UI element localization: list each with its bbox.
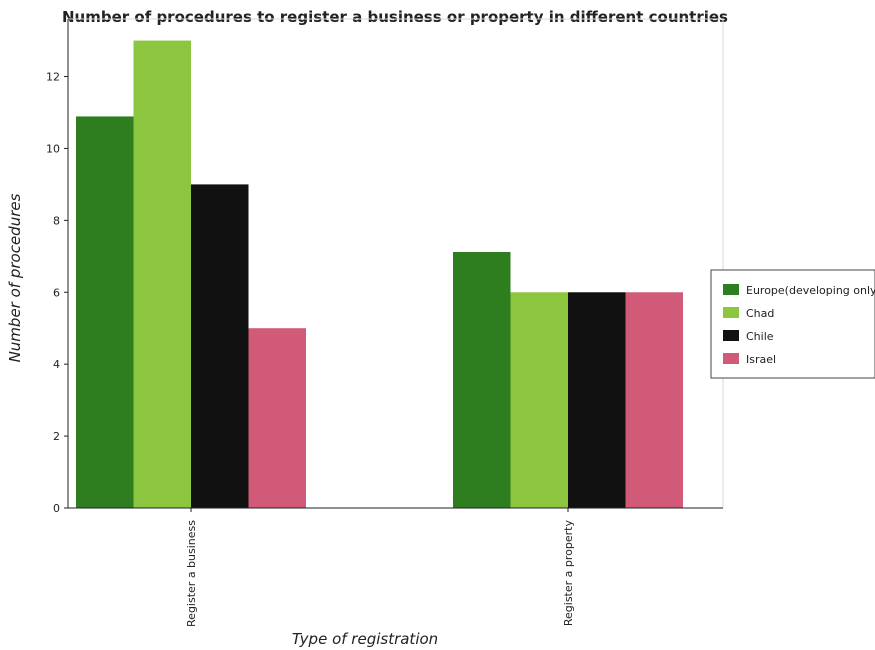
x-axis: Register a business Register a property <box>68 507 723 627</box>
bar-chile-1 <box>568 292 626 508</box>
legend-label: Chad <box>746 307 774 320</box>
legend-swatch <box>723 330 739 341</box>
y-tick-label: 6 <box>53 286 60 299</box>
bar-israel-1 <box>625 292 683 508</box>
x-axis-title: Type of registration <box>292 630 438 648</box>
legend-label: Chile <box>746 330 774 343</box>
y-tick-label: 2 <box>53 430 60 443</box>
y-axis: 0 2 4 6 8 10 12 <box>46 19 69 515</box>
y-axis-title: Number of procedures <box>6 193 24 362</box>
legend-swatch <box>723 284 739 295</box>
bar-israel-0 <box>248 328 306 508</box>
bar-europe-developing-only-0 <box>76 116 134 509</box>
y-tick-label: 8 <box>53 214 60 227</box>
bar-europe-developing-only-1 <box>453 251 511 508</box>
bar-chile-0 <box>191 184 249 508</box>
y-tick-label: 0 <box>53 502 60 515</box>
bar-chad-0 <box>133 40 191 509</box>
x-tick-label: Register a business <box>185 520 198 627</box>
chart-title: Number of procedures to register a busin… <box>62 8 728 26</box>
plot-area <box>67 18 724 509</box>
bar-chad-1 <box>510 292 568 508</box>
y-tick-label: 10 <box>46 142 60 155</box>
legend: Europe(developing only) Chad Chile Israel <box>710 269 875 379</box>
y-tick-label: 12 <box>46 71 60 84</box>
legend-swatch <box>723 307 739 318</box>
legend-label: Europe(developing only) <box>746 284 875 297</box>
x-tick-label: Register a property <box>562 520 575 627</box>
y-tick-label: 4 <box>53 358 60 371</box>
legend-label: Israel <box>746 353 776 366</box>
legend-swatch <box>723 353 739 364</box>
